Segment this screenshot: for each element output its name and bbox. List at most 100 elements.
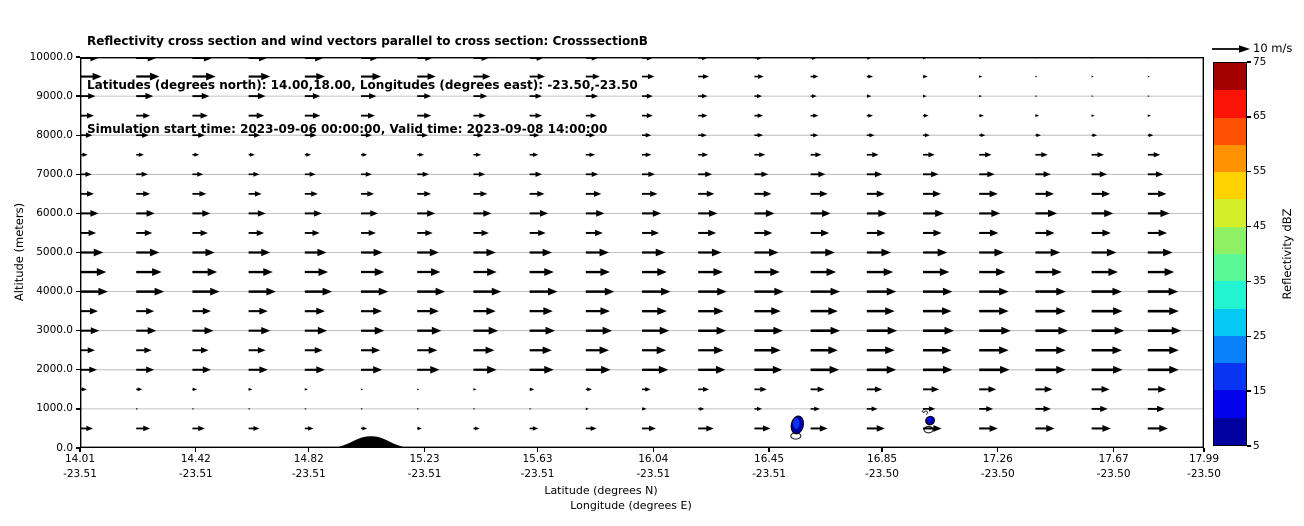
- wind-vector-head: [257, 210, 266, 217]
- wind-vector-head: [144, 229, 153, 237]
- wind-vector-head: [304, 388, 308, 391]
- reference-vector-legend: 10 m/s: [1211, 40, 1304, 58]
- wind-vector-head: [257, 92, 266, 100]
- wind-vector-head: [537, 73, 546, 80]
- wind-vector-head: [548, 287, 558, 296]
- wind-vector-head: [1100, 405, 1108, 412]
- wind-vector-head: [254, 132, 261, 138]
- wind-vector-head: [590, 425, 597, 431]
- x-tick-longitude: -23.50: [865, 467, 899, 480]
- wind-vector-head: [486, 307, 496, 315]
- wind-vector-head: [979, 94, 982, 98]
- y-tick-mark: [76, 290, 80, 293]
- wind-vector-head: [593, 190, 602, 197]
- wind-vector-head: [250, 152, 255, 157]
- wind-vector-head: [986, 406, 994, 412]
- wind-vector-head: [830, 287, 841, 296]
- wind-vector-head: [868, 74, 873, 79]
- wind-vector-head: [602, 326, 613, 335]
- colorbar-tick-mark: [1247, 171, 1251, 173]
- wind-vector-head: [317, 326, 328, 335]
- wind-vector-head: [201, 347, 209, 354]
- y-tick-label: 8000.0: [36, 128, 73, 141]
- x-tick-mark: [308, 448, 310, 452]
- wind-vector-head: [999, 307, 1009, 316]
- wind-vector-head: [604, 287, 615, 296]
- wind-vector-head: [316, 366, 325, 374]
- wind-vector-head: [314, 210, 322, 217]
- wind-vector-head: [711, 248, 722, 257]
- wind-vector-head: [373, 366, 383, 374]
- wind-vector-head: [759, 152, 766, 158]
- wind-vector-head: [365, 132, 372, 138]
- wind-vector-head: [656, 346, 667, 355]
- wind-vector-head: [1106, 248, 1117, 257]
- wind-vector-head: [480, 191, 488, 197]
- wind-vector-head: [480, 93, 488, 99]
- wind-vector-head: [1097, 152, 1104, 158]
- x-tick-mark: [881, 448, 883, 452]
- wind-vector-head: [1158, 229, 1168, 237]
- wind-vector-head: [595, 229, 603, 237]
- wind-vector-head: [771, 307, 781, 316]
- contour-ring: [923, 425, 934, 434]
- wind-vector-head: [90, 210, 99, 217]
- wind-vector-head: [310, 132, 317, 138]
- wind-vector-head: [1045, 190, 1054, 198]
- wind-vector-head: [544, 268, 554, 276]
- colorbar-tick-label: 15: [1253, 384, 1267, 397]
- y-tick-label: 1000.0: [36, 402, 73, 415]
- wind-vector-head: [362, 426, 368, 431]
- wind-vector-head: [883, 268, 894, 276]
- wind-vector-head: [192, 387, 198, 392]
- wind-vector-head: [86, 425, 94, 432]
- wind-vector-head: [1056, 287, 1066, 296]
- wind-vector-head: [205, 248, 215, 257]
- wind-vector-head: [266, 287, 276, 296]
- wind-vector-head: [989, 425, 998, 432]
- wind-vector-head: [435, 287, 446, 296]
- x-tick-longitude: -23.50: [980, 467, 1015, 480]
- wind-vector-head: [1101, 386, 1110, 393]
- wind-vector-head: [138, 152, 144, 157]
- x-tick-latitude: 14.01: [64, 453, 96, 465]
- wind-vector-head: [316, 307, 325, 315]
- wind-vector-head: [374, 326, 385, 335]
- wind-vector: [417, 408, 420, 410]
- y-tick-label: 9000.0: [36, 89, 73, 102]
- y-tick-mark: [76, 447, 80, 449]
- wind-vector-head: [197, 171, 204, 177]
- x-tick-longitude: -23.51: [178, 467, 213, 480]
- wind-vector-head: [544, 365, 554, 374]
- wind-vector-head: [985, 152, 992, 158]
- cross-section-plot: 5: [80, 57, 1204, 448]
- x-tick-mark: [1203, 448, 1205, 452]
- wind-vector-head: [429, 307, 439, 315]
- wind-vector-head: [312, 93, 321, 100]
- x-tick-longitude: -23.51: [63, 467, 97, 480]
- wind-vector-head: [756, 406, 763, 412]
- wind-vector-head: [714, 346, 724, 355]
- wind-vector-head: [923, 94, 927, 98]
- plot-border: [80, 57, 1204, 448]
- colorbar-segment: [1214, 335, 1246, 364]
- wind-vector-head: [585, 407, 589, 411]
- wind-vector-head: [316, 73, 325, 81]
- cell-fill-inner: [926, 416, 932, 422]
- wind-vector-head: [646, 113, 653, 119]
- wind-vector-head: [85, 132, 93, 138]
- wind-vector-head: [475, 152, 482, 157]
- wind-vector-head: [1041, 152, 1048, 158]
- x-tick-latitude: 16.85: [867, 453, 898, 465]
- wind-vector: [361, 388, 363, 391]
- wind-vector-head: [261, 72, 271, 81]
- colorbar-segment: [1214, 63, 1246, 91]
- wind-vector-head: [199, 191, 207, 197]
- wind-vector-head: [771, 346, 781, 355]
- wind-vector-head: [545, 326, 556, 335]
- x-tick-longitude: -23.50: [1096, 467, 1131, 480]
- wind-vector-head: [709, 209, 718, 217]
- wind-vector-head: [82, 152, 88, 157]
- wind-vector-head: [1153, 152, 1161, 158]
